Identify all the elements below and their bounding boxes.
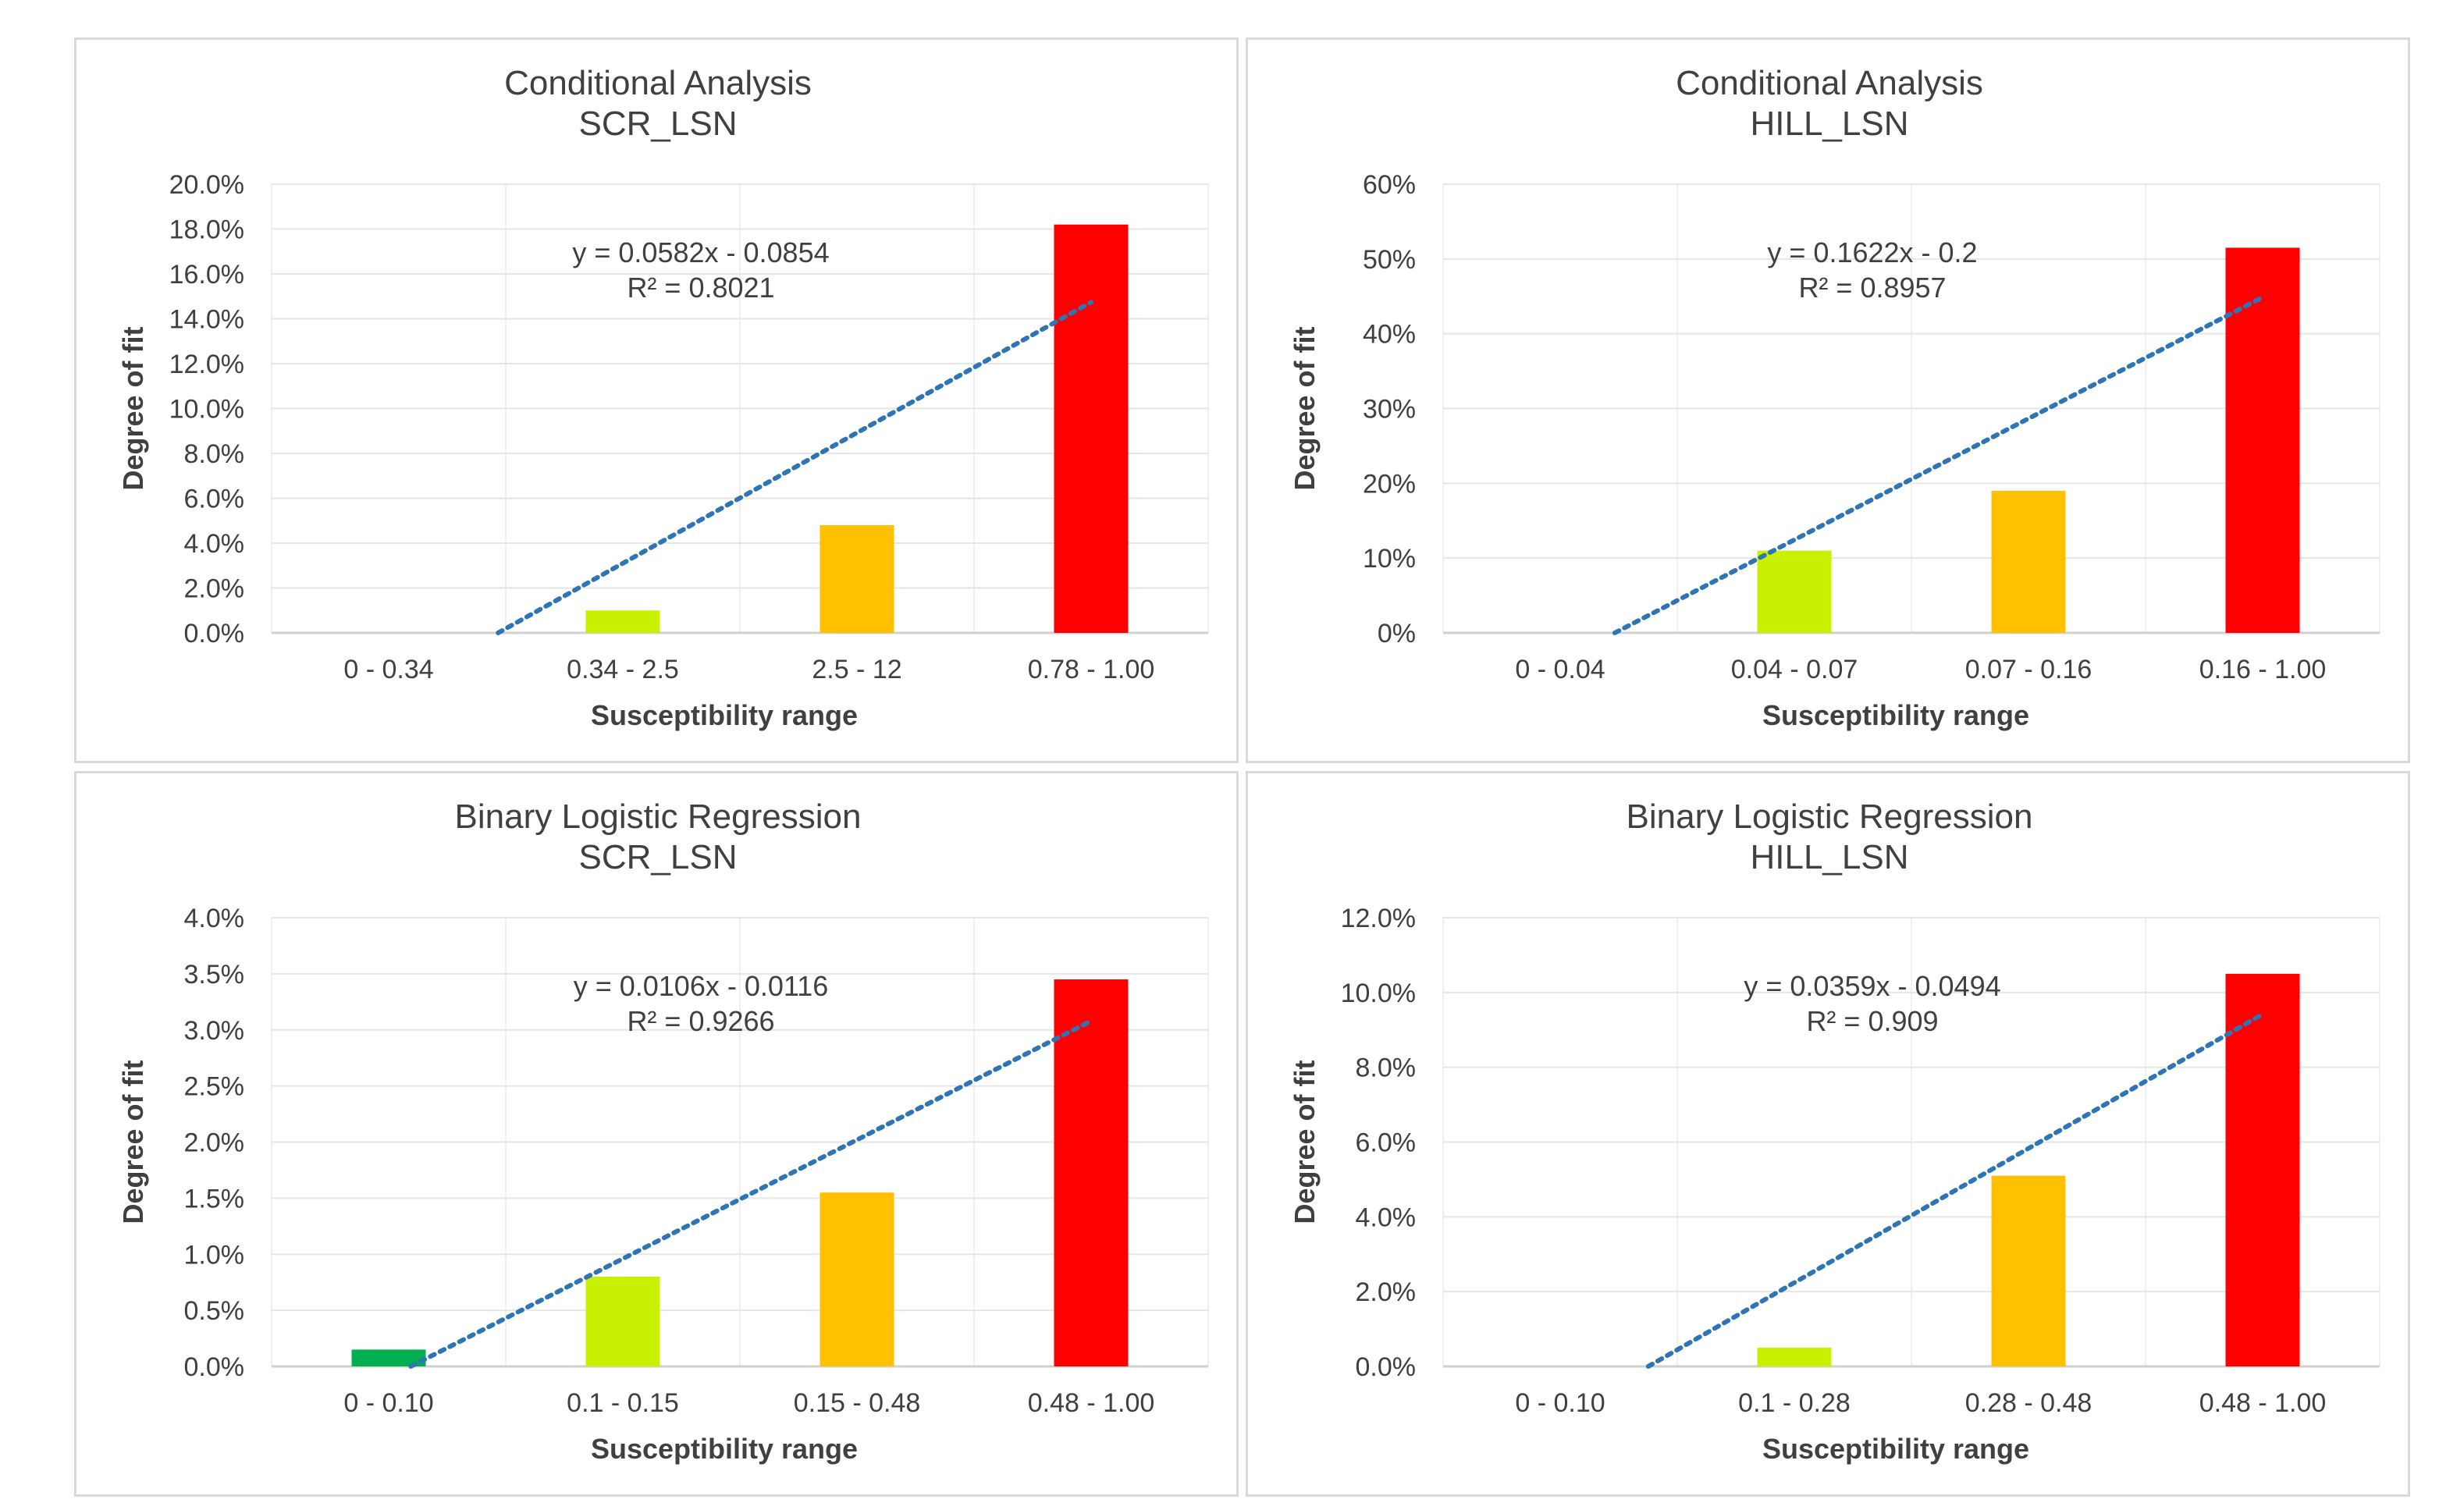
x-axis-label: Susceptibility range <box>1762 699 2029 731</box>
x-tick-label: 0.34 - 2.5 <box>567 655 679 684</box>
y-tick-label: 4.0% <box>184 904 245 933</box>
y-tick-label: 10% <box>1363 544 1416 574</box>
bar-3 <box>1991 490 2066 633</box>
chart-panel-logistic-hill: Binary Logistic Regression HILL_LSN 0.0% 2.… <box>1246 771 2410 1497</box>
chart-subtitle: HILL_LSN <box>1750 838 1908 876</box>
trend-r-squared: R² = 0.8021 <box>627 272 774 304</box>
y-tick-label: 3.0% <box>184 1016 245 1046</box>
y-tick-label: 1.5% <box>184 1184 245 1213</box>
y-tick-label: 6.0% <box>1356 1128 1417 1158</box>
y-tick-label: 16.0% <box>169 260 244 290</box>
bar-2 <box>585 1277 660 1366</box>
bar-3 <box>820 525 894 633</box>
bar-4 <box>2225 247 2300 633</box>
trendline <box>1612 294 2265 635</box>
bar-2 <box>1757 1348 1832 1366</box>
trendline <box>496 300 1093 635</box>
chart-title: Conditional Analysis <box>504 64 812 102</box>
trend-equation: y = 0.0582x - 0.0854 <box>572 236 829 268</box>
y-tick-label: 12.0% <box>169 350 244 379</box>
chart-subtitle: SCR_LSN <box>579 105 738 143</box>
y-tick-label: 14.0% <box>169 305 244 335</box>
y-tick-label: 8.0% <box>184 439 245 469</box>
y-tick-label: 4.0% <box>184 529 245 559</box>
x-tick-label: 0.48 - 1.00 <box>1028 1388 1155 1418</box>
chart-title: Binary Logistic Regression <box>1627 798 2033 836</box>
y-tick-label: 4.0% <box>1356 1203 1417 1232</box>
x-tick-label: 0.07 - 0.16 <box>1965 655 2092 684</box>
y-tick-label: 0.5% <box>184 1296 245 1326</box>
y-tick-label: 10.0% <box>1341 979 1416 1008</box>
bar-4 <box>1054 224 1129 633</box>
y-tick-label: 20.0% <box>169 170 244 200</box>
chart-panel-conditional-scr: Conditional Analysis SCR_LSN 0.0% 2.0% 4.0% 6… <box>74 37 1239 763</box>
x-tick-label: 0.15 - 0.48 <box>794 1388 921 1418</box>
trend-equation: y = 0.0106x - 0.0116 <box>574 970 829 1002</box>
x-tick-label: 0.28 - 0.48 <box>1965 1388 2092 1418</box>
bar-4 <box>1054 979 1129 1366</box>
x-axis-label: Susceptibility range <box>1762 1433 2029 1465</box>
x-tick-label: 0 - 0.04 <box>1515 655 1605 684</box>
y-tick-label: 12.0% <box>1341 904 1416 933</box>
bar-2 <box>585 610 660 633</box>
x-tick-label: 0 - 0.10 <box>1515 1388 1605 1418</box>
y-tick-label: 10.0% <box>169 395 244 425</box>
x-tick-label: 2.5 - 12 <box>812 655 901 684</box>
y-tick-label: 50% <box>1363 245 1416 275</box>
x-tick-label: 0 - 0.34 <box>343 655 433 684</box>
bar-3 <box>820 1192 894 1366</box>
y-axis-label: Degree of fit <box>117 1060 149 1224</box>
x-tick-label: 0.48 - 1.00 <box>2199 1388 2327 1418</box>
y-tick-label: 2.0% <box>1356 1277 1417 1307</box>
y-tick-label: 2.0% <box>184 1128 245 1158</box>
y-tick-label: 0.0% <box>1356 1352 1417 1382</box>
x-tick-label: 0.16 - 1.00 <box>2199 655 2327 684</box>
y-tick-label: 3.5% <box>184 960 245 989</box>
y-tick-label: 0% <box>1378 619 1416 648</box>
chart-subtitle: HILL_LSN <box>1750 105 1908 143</box>
y-tick-label: 60% <box>1363 170 1416 200</box>
x-tick-label: 0.1 - 0.28 <box>1738 1388 1851 1418</box>
x-tick-label: 0.78 - 1.00 <box>1028 655 1155 684</box>
chart-panel-logistic-scr: Binary Logistic Regression SCR_LSN 0.0% 0.5… <box>74 771 1239 1497</box>
trend-r-squared: R² = 0.909 <box>1806 1005 1938 1037</box>
bar-2 <box>1757 550 1832 633</box>
trend-equation: y = 0.1622x - 0.2 <box>1767 236 1977 268</box>
y-tick-label: 8.0% <box>1356 1053 1417 1083</box>
trend-equation: y = 0.0359x - 0.0494 <box>1744 970 2000 1002</box>
chart-title: Conditional Analysis <box>1676 64 1983 102</box>
trend-r-squared: R² = 0.9266 <box>627 1005 774 1037</box>
y-tick-label: 40% <box>1363 320 1416 350</box>
y-tick-label: 2.0% <box>184 574 245 604</box>
trendline <box>1645 1011 2265 1369</box>
x-axis-label: Susceptibility range <box>591 1433 858 1465</box>
y-axis-label: Degree of fit <box>1289 326 1321 490</box>
y-tick-label: 2.5% <box>184 1072 245 1102</box>
y-axis-label: Degree of fit <box>1289 1060 1321 1224</box>
bar-3 <box>1991 1175 2066 1366</box>
y-tick-label: 20% <box>1363 469 1416 499</box>
y-tick-label: 0.0% <box>184 1352 245 1382</box>
y-tick-label: 6.0% <box>184 485 245 514</box>
trendline <box>408 1018 1093 1369</box>
chart-subtitle: SCR_LSN <box>579 838 738 876</box>
y-tick-label: 30% <box>1363 395 1416 425</box>
y-tick-label: 1.0% <box>184 1240 245 1270</box>
x-tick-label: 0 - 0.10 <box>343 1388 433 1418</box>
bar-1 <box>351 1349 426 1366</box>
x-tick-label: 0.04 - 0.07 <box>1731 655 1858 684</box>
trend-r-squared: R² = 0.8957 <box>1798 272 1946 304</box>
chart-title: Binary Logistic Regression <box>455 798 862 836</box>
chart-panel-conditional-hill: Conditional Analysis HILL_LSN 0% 10% 20% 30% 4… <box>1246 37 2410 763</box>
y-tick-label: 18.0% <box>169 215 244 245</box>
y-axis-label: Degree of fit <box>117 326 149 490</box>
bar-4 <box>2225 973 2300 1366</box>
x-axis-label: Susceptibility range <box>591 699 858 731</box>
y-tick-label: 0.0% <box>184 619 245 648</box>
x-tick-label: 0.1 - 0.15 <box>567 1388 679 1418</box>
